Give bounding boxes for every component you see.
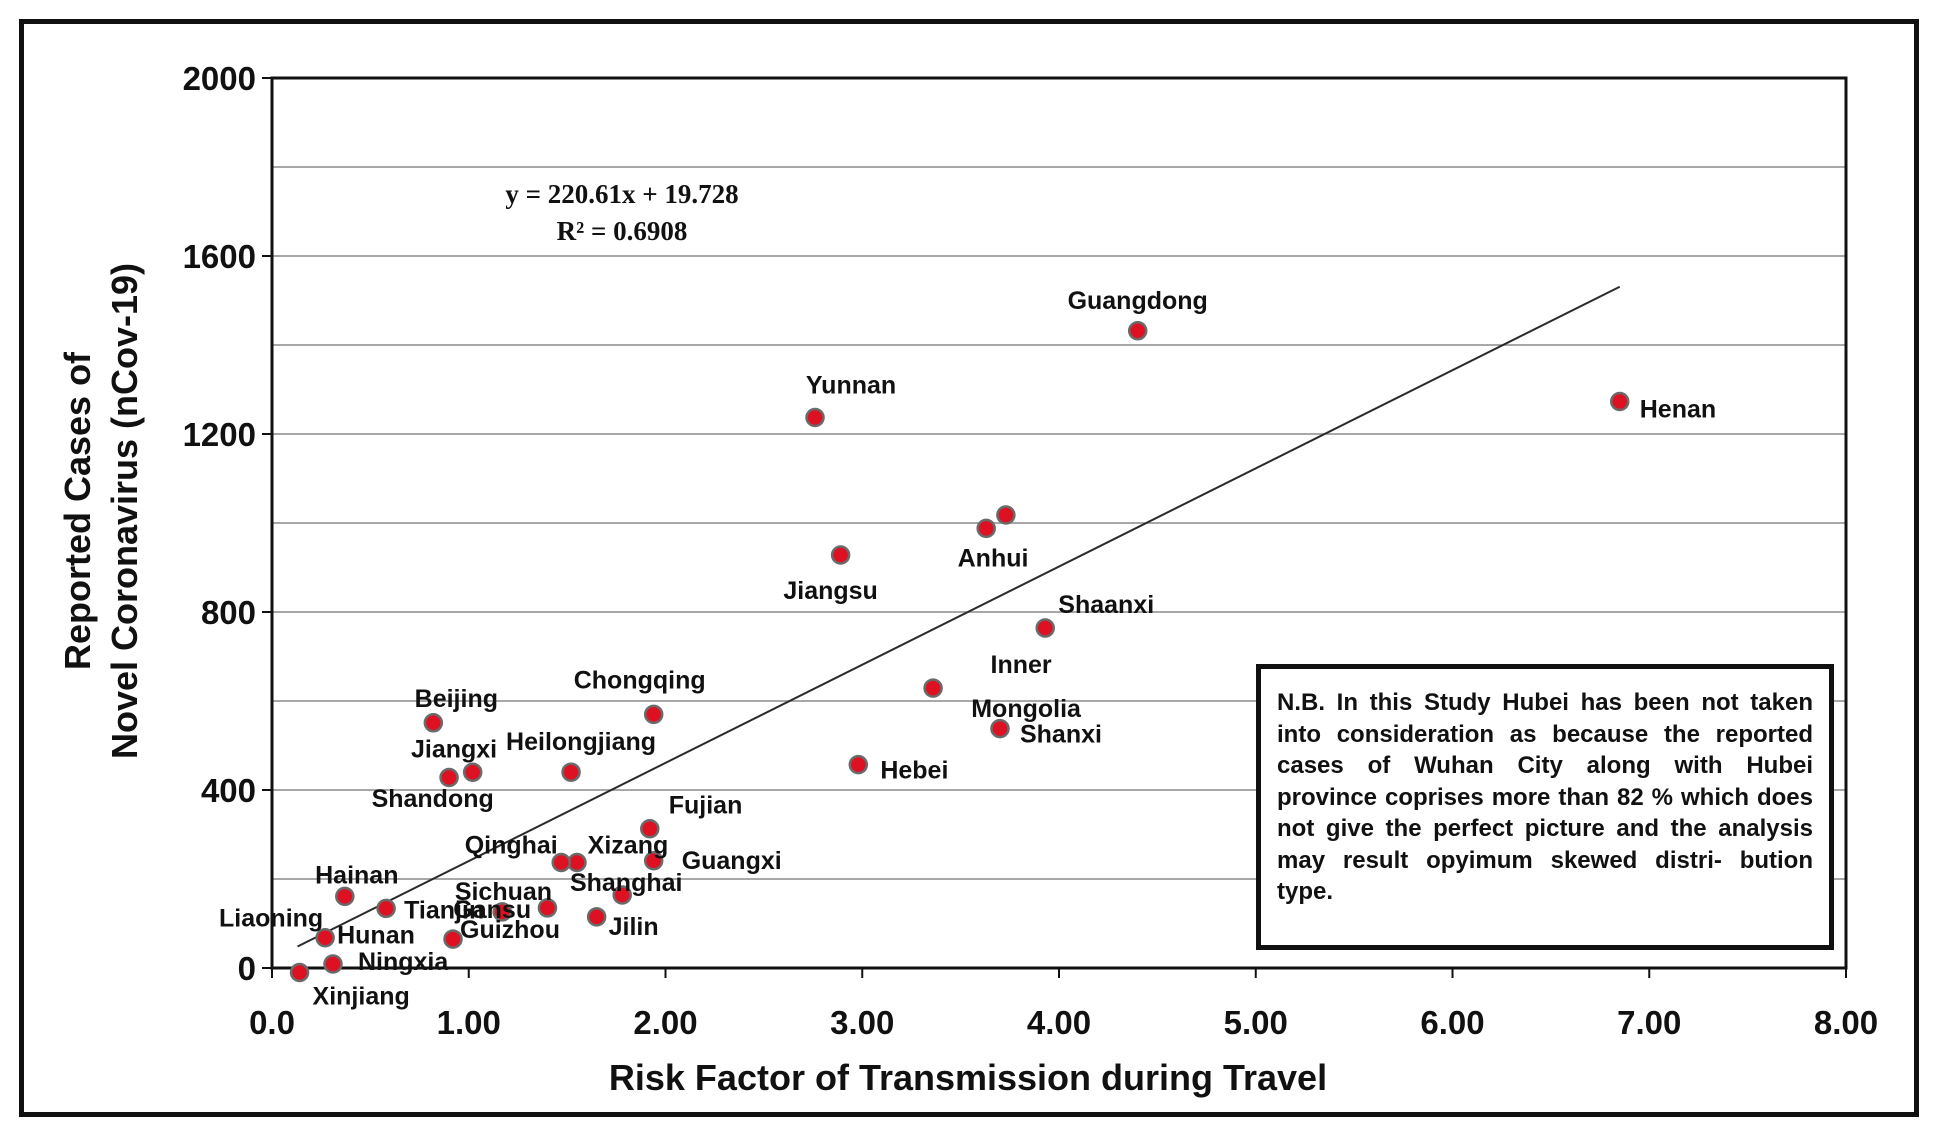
- data-point: [640, 818, 660, 839]
- x-tick-label: 5.00: [1224, 1004, 1288, 1041]
- point-label: Guizhou: [460, 916, 560, 944]
- data-point: [439, 767, 459, 788]
- point-label: Hebei: [880, 757, 948, 785]
- y-tick-label: 1600: [183, 238, 256, 275]
- data-point: [492, 902, 512, 922]
- data-point: [996, 505, 1016, 525]
- y-axis-title-line1: Reported Cases of: [57, 351, 98, 670]
- x-tick-label: 4.00: [1027, 1004, 1091, 1041]
- trendline-equation: y = 220.61x + 19.728: [505, 179, 738, 209]
- y-tick-label: 2000: [183, 60, 256, 97]
- data-point: [561, 762, 581, 782]
- point-label: Ningxia: [358, 948, 449, 976]
- data-point: [643, 851, 664, 871]
- point-label: Shaanxi: [1058, 591, 1154, 619]
- point-label: Hainan: [315, 861, 398, 889]
- x-tick-label: 0.0: [249, 1004, 295, 1041]
- point-label: Hunan: [337, 922, 415, 950]
- trendline: [297, 285, 1621, 948]
- y-tick-label: 400: [201, 772, 256, 809]
- x-tick-label: 2.00: [633, 1004, 697, 1041]
- point-label: Shanghai: [570, 869, 683, 897]
- y-axis-title-line2: Novel Coronavirus (nCov-19): [104, 263, 145, 759]
- data-point: [848, 754, 869, 775]
- data-point: [537, 898, 558, 918]
- point-labels: Guangdong Henan Yunnan Anhui Jiangsu Shaanxi I…: [219, 287, 1716, 1011]
- data-point: [323, 954, 343, 974]
- data-point: [805, 407, 825, 428]
- point-label: Qinghai: [465, 832, 558, 860]
- data-point: [443, 929, 463, 949]
- data-point: [830, 545, 851, 565]
- y-tick-label: 800: [201, 594, 256, 631]
- y-tick-label: 0: [238, 950, 256, 987]
- point-label: Anhui: [958, 545, 1029, 573]
- y-tick-label: 1200: [183, 416, 256, 453]
- point-label: Xizang: [588, 832, 669, 860]
- point-label: Beijing: [415, 685, 498, 713]
- x-tick-label: 1.00: [437, 1004, 501, 1041]
- data-point: [990, 718, 1010, 739]
- y-axis-ticks: 0 400 800 1200 1600 2000: [183, 60, 272, 987]
- data-point: [586, 907, 607, 927]
- point-label: Jiangxi: [411, 736, 497, 764]
- data-point: [462, 762, 483, 782]
- point-label: Heilongjiang: [506, 728, 656, 756]
- x-tick-label: 6.00: [1420, 1004, 1484, 1041]
- point-label: Sichuan: [455, 878, 552, 906]
- point-label: Inner: [991, 651, 1052, 679]
- point-label: Shanxi: [1020, 721, 1102, 749]
- point-label: Gansu: [453, 896, 531, 924]
- x-axis-ticks: 0.0 1.00 2.00 3.00 4.00 5.00 6.00 7.00 8.00: [249, 968, 1878, 1041]
- data-point: [976, 518, 996, 539]
- x-tick-label: 7.00: [1617, 1004, 1681, 1041]
- point-label: Henan: [1640, 396, 1716, 424]
- point-label: Yunnan: [806, 372, 896, 400]
- data-point: [612, 885, 632, 905]
- point-label: Xinjiang: [313, 982, 410, 1010]
- data-points: [289, 321, 1630, 983]
- data-point: [335, 886, 355, 907]
- x-tick-label: 8.00: [1814, 1004, 1878, 1041]
- data-point: [643, 704, 664, 725]
- note-box: N.B. In this Study Hubei has been not ta…: [1256, 664, 1834, 950]
- data-point: [551, 852, 571, 873]
- trendline-r-squared: R² = 0.6908: [557, 216, 688, 246]
- data-point: [1127, 321, 1148, 341]
- x-axis-title: Risk Factor of Transmission during Trave…: [609, 1057, 1327, 1098]
- point-label: Mongolia: [971, 695, 1082, 723]
- point-label: Shandong: [372, 785, 494, 813]
- data-point: [923, 678, 943, 698]
- point-label: Jilin: [609, 913, 659, 941]
- point-label: Guangxi: [682, 847, 782, 875]
- data-point: [1609, 391, 1630, 412]
- point-label: Jiangsu: [783, 577, 877, 605]
- point-label: Liaoning: [219, 905, 323, 933]
- data-point: [423, 713, 444, 733]
- data-point: [289, 962, 310, 983]
- point-label: Guangdong: [1068, 287, 1208, 315]
- data-point: [315, 927, 335, 948]
- point-label: Fujian: [669, 792, 743, 820]
- point-label: Chongqing: [574, 666, 706, 694]
- data-point: [376, 898, 396, 919]
- data-point: [1035, 618, 1055, 638]
- point-label: Tianjin: [404, 896, 484, 924]
- x-tick-label: 3.00: [830, 1004, 894, 1041]
